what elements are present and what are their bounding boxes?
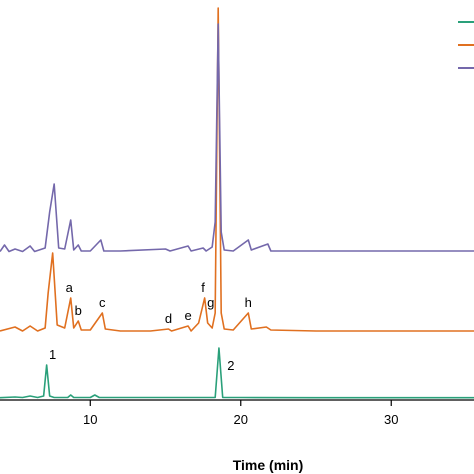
series-line-1	[0, 347, 474, 399]
annotation-layer: 1 2 ab c d efg h	[49, 280, 252, 373]
peak-label-1: 1	[49, 347, 56, 362]
x-tick-label-20: 20	[234, 412, 248, 427]
peak-label-2: 2	[227, 358, 234, 373]
series-layer	[0, 7, 474, 399]
peak-label-a: a	[66, 280, 74, 295]
series-line-3	[0, 23, 474, 253]
peak-label-d: d	[165, 311, 172, 326]
series-line-2	[0, 7, 474, 332]
peak-label-b: b	[75, 303, 82, 318]
peak-label-c: c	[99, 295, 106, 310]
peak-label-f: f	[201, 280, 205, 295]
peak-label-h: h	[245, 295, 252, 310]
tick-layer: 10 20 30	[83, 400, 398, 427]
legend	[458, 21, 474, 69]
x-tick-label-30: 30	[384, 412, 398, 427]
x-tick-label-10: 10	[83, 412, 97, 427]
peak-label-e: e	[184, 308, 191, 323]
x-axis-title: Time (min)	[233, 457, 304, 473]
peak-label-g: g	[207, 295, 214, 310]
